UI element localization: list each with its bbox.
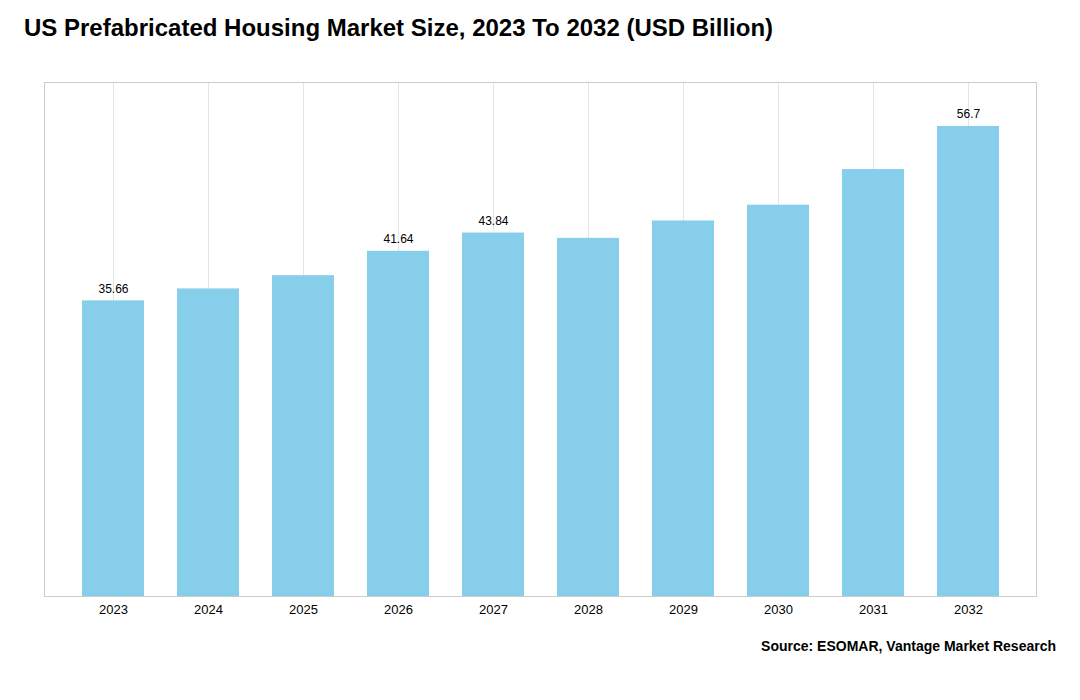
svg-text:2027: 2027 — [479, 602, 508, 617]
html-text:US Prefabricated Housing Marke: US Prefabricated Housing Market Size, 20… — [24, 14, 774, 41]
svg-text:2025: 2025 — [289, 602, 318, 617]
svg-text:43.84: 43.84 — [478, 214, 508, 228]
svg-text:2032: 2032 — [954, 602, 983, 617]
svg-text:41.64: 41.64 — [383, 232, 413, 246]
svg-text:2023: 2023 — [99, 602, 128, 617]
svg-text:2026: 2026 — [384, 602, 413, 617]
svg-text:2024: 2024 — [194, 602, 223, 617]
svg-text:56.7: 56.7 — [957, 107, 981, 121]
svg-text:2031: 2031 — [859, 602, 888, 617]
svg-text:2028: 2028 — [574, 602, 603, 617]
svg-text:2029: 2029 — [669, 602, 698, 617]
svg-text:2030: 2030 — [764, 602, 793, 617]
html-text:Source: ESOMAR, Vantage Market: Source: ESOMAR, Vantage Market Research — [761, 638, 1056, 654]
svg-text:35.66: 35.66 — [98, 282, 128, 296]
